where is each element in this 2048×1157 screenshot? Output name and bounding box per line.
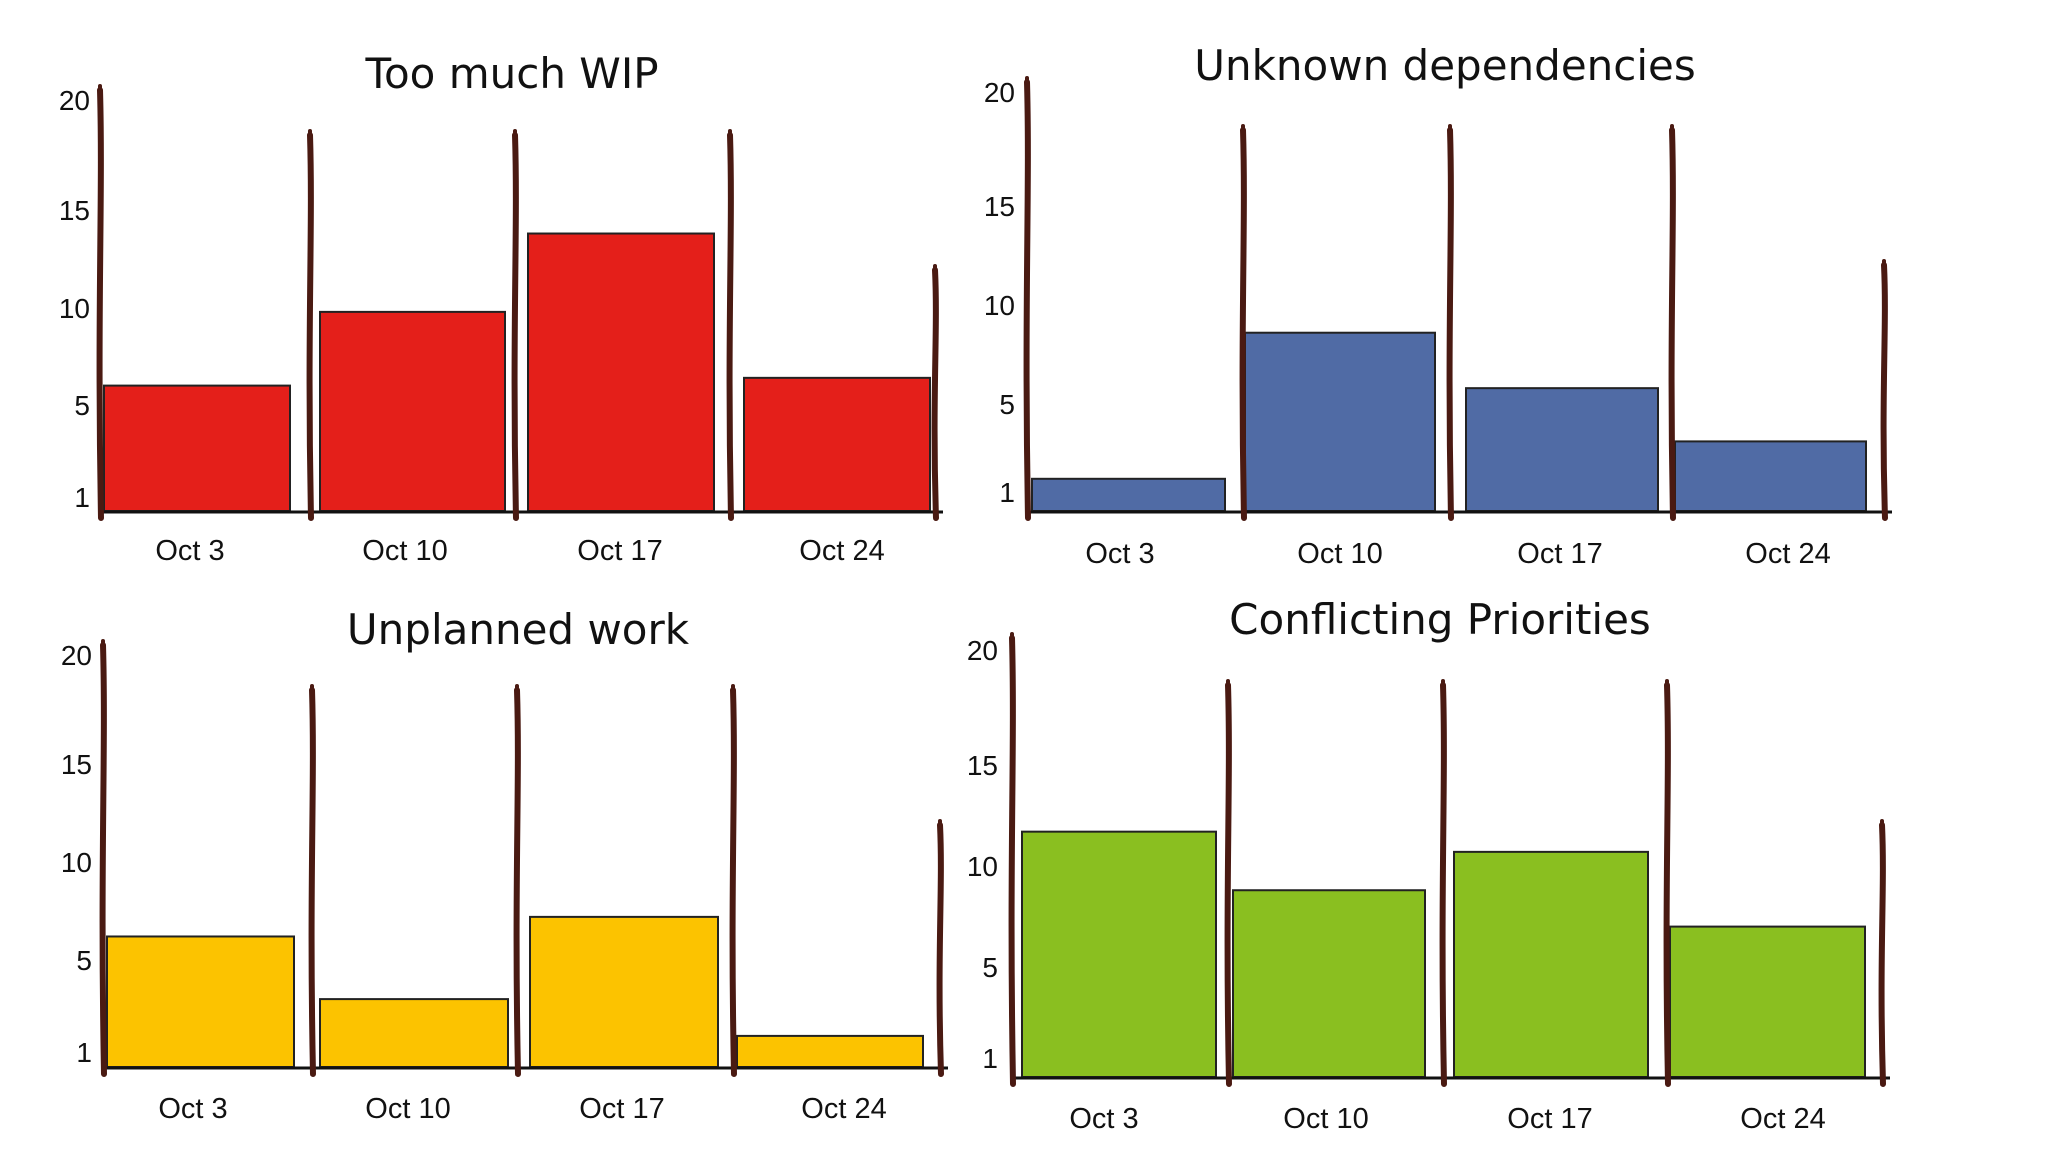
y-tick-label: 1	[982, 1043, 998, 1074]
y-tick-label: 10	[967, 851, 998, 882]
y-tick-label: 15	[61, 749, 92, 780]
divider-line	[1880, 262, 1888, 521]
x-category-label: Oct 3	[1085, 538, 1154, 570]
x-category-label: Oct 3	[155, 535, 224, 567]
chart-title: Unplanned work	[347, 605, 690, 654]
chart-title: Too much WIP	[364, 49, 658, 98]
x-category-label: Oct 24	[1740, 1103, 1825, 1135]
divider-line	[1439, 682, 1447, 1087]
x-category-label: Oct 3	[158, 1093, 227, 1125]
bar	[736, 1034, 924, 1069]
y-tick-label: 5	[999, 389, 1015, 420]
x-category-label: Oct 24	[801, 1093, 886, 1125]
y-tick-label: 20	[61, 640, 92, 671]
x-category-label: Oct 17	[577, 535, 662, 567]
bar	[527, 232, 715, 513]
y-tick-label: 10	[61, 847, 92, 878]
y-tick-label: 5	[74, 390, 90, 421]
bar	[1244, 331, 1436, 512]
x-category-label: Oct 17	[1517, 538, 1602, 570]
y-tick-label: 20	[967, 635, 998, 666]
bar	[106, 935, 295, 1068]
y-tick-label: 20	[984, 77, 1015, 108]
bar	[103, 384, 291, 513]
divider-line	[1878, 822, 1886, 1087]
x-category-label: Oct 10	[362, 535, 447, 567]
bar	[1669, 925, 1866, 1078]
x-category-label: Oct 10	[1297, 538, 1382, 570]
y-tick-label: 15	[984, 191, 1015, 222]
divider-line	[511, 132, 519, 521]
x-category-label: Oct 24	[1745, 538, 1830, 570]
divider-line	[306, 132, 314, 521]
bar	[1232, 889, 1426, 1078]
x-category-label: Oct 17	[1507, 1103, 1592, 1135]
y-tick-label: 20	[59, 85, 90, 116]
divider-line	[96, 87, 104, 521]
divider-line	[308, 687, 316, 1077]
bar	[1465, 387, 1659, 512]
divider-line	[1239, 127, 1247, 521]
y-tick-label: 10	[984, 290, 1015, 321]
x-category-label: Oct 17	[579, 1093, 664, 1125]
divider-line	[1023, 79, 1031, 521]
y-tick-label: 1	[999, 477, 1015, 508]
bar	[1453, 850, 1649, 1078]
bar	[529, 915, 719, 1068]
divider-line	[936, 822, 944, 1077]
bar	[1021, 830, 1217, 1078]
divider-line	[513, 687, 521, 1077]
y-tick-label: 5	[76, 945, 92, 976]
y-tick-label: 10	[59, 293, 90, 324]
y-tick-label: 15	[967, 750, 998, 781]
bar	[1674, 440, 1867, 512]
divider-line	[1224, 682, 1232, 1087]
chart-title: Conflicting Priorities	[1229, 595, 1651, 644]
divider-line	[1668, 127, 1676, 521]
x-category-label: Oct 10	[365, 1093, 450, 1125]
x-category-label: Oct 24	[799, 535, 884, 567]
divider-line	[1008, 635, 1016, 1087]
divider-line	[726, 132, 734, 521]
y-tick-label: 5	[982, 952, 998, 983]
y-tick-label: 1	[74, 482, 90, 513]
bar	[743, 376, 931, 512]
x-category-label: Oct 10	[1283, 1103, 1368, 1135]
bar	[319, 310, 506, 512]
divider-line	[1446, 127, 1454, 521]
y-tick-label: 15	[59, 195, 90, 226]
bar	[1031, 477, 1226, 512]
x-category-label: Oct 3	[1069, 1103, 1138, 1135]
divider-line	[99, 642, 107, 1077]
chart-title: Unknown dependencies	[1194, 41, 1696, 90]
divider-line	[1663, 682, 1671, 1087]
bar	[319, 998, 509, 1068]
y-tick-label: 1	[76, 1037, 92, 1068]
divider-line	[931, 267, 939, 521]
divider-line	[729, 687, 737, 1077]
